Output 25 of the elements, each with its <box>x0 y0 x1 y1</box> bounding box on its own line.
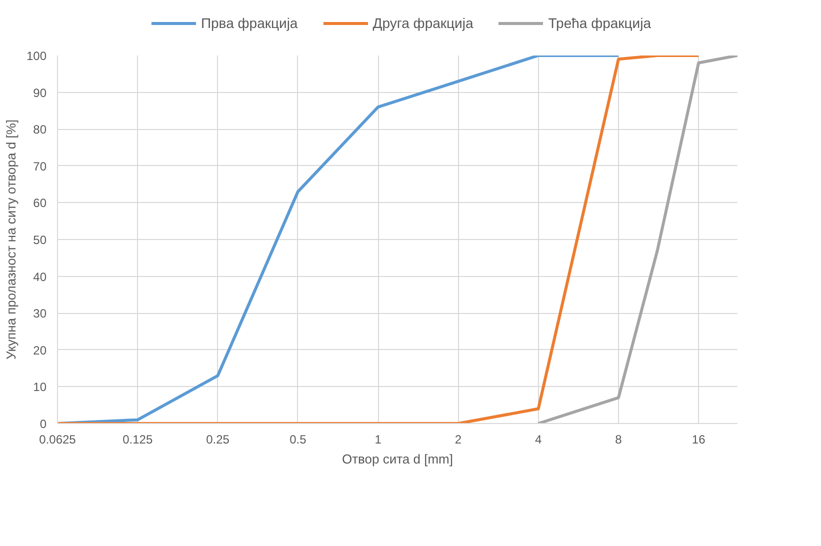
x-tick-label: 16 <box>692 432 706 446</box>
x-tick-label: 8 <box>615 432 622 446</box>
y-tick-label: 90 <box>33 86 47 100</box>
y-tick-label: 60 <box>33 196 47 210</box>
x-tick-label: 0.125 <box>122 432 153 446</box>
y-tick-label: 20 <box>33 343 47 358</box>
y-axis-title: Укупна пролазност на ситу отвора d [%] <box>3 120 18 360</box>
x-tick-label: 0.0625 <box>39 432 76 446</box>
x-tick-label: 1 <box>374 432 382 446</box>
legend-label: Прва фракција <box>200 14 298 30</box>
y-tick-label: 0 <box>40 417 47 431</box>
y-tick-label: 100 <box>26 49 47 63</box>
y-tick-label: 40 <box>33 270 47 284</box>
x-tick-label: 0.25 <box>206 432 230 446</box>
y-tick-label: 10 <box>33 380 47 394</box>
y-tick-label: 30 <box>33 306 47 321</box>
legend-label: Трећа фракција <box>548 14 652 30</box>
y-tick-label: 50 <box>33 233 47 247</box>
legend-label: Друга фракција <box>372 14 474 30</box>
y-tick-label: 80 <box>33 122 47 137</box>
x-axis-title: Отвор сита d [mm] <box>342 452 454 466</box>
x-tick-label: 0.5 <box>290 432 307 446</box>
x-tick-label: 4 <box>534 432 542 446</box>
y-tick-label: 70 <box>33 159 47 174</box>
x-tick-label: 2 <box>454 432 462 446</box>
